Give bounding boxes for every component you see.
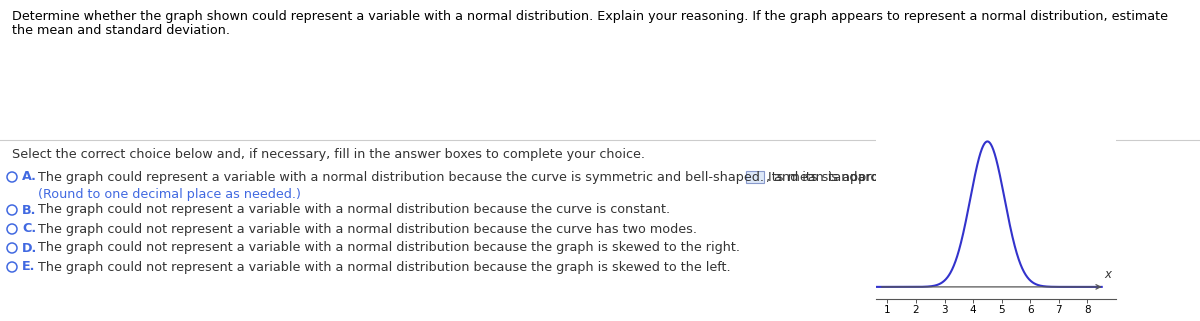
Text: Determine whether the graph shown could represent a variable with a normal distr: Determine whether the graph shown could … bbox=[12, 10, 1168, 23]
Text: The graph could not represent a variable with a normal distribution because the : The graph could not represent a variable… bbox=[38, 222, 697, 236]
Text: The graph could represent a variable with a normal distribution because the curv: The graph could represent a variable wit… bbox=[38, 170, 934, 184]
Text: The graph could not represent a variable with a normal distribution because the : The graph could not represent a variable… bbox=[38, 204, 670, 216]
Text: the mean and standard deviation.: the mean and standard deviation. bbox=[12, 24, 230, 37]
Text: D.: D. bbox=[22, 241, 37, 255]
Text: The graph could not represent a variable with a normal distribution because the : The graph could not represent a variable… bbox=[38, 261, 731, 273]
Text: x: x bbox=[1104, 268, 1111, 281]
Text: C.: C. bbox=[22, 222, 36, 236]
Text: (Round to one decimal place as needed.): (Round to one decimal place as needed.) bbox=[38, 188, 301, 201]
Text: A.: A. bbox=[22, 170, 37, 184]
Text: The graph could not represent a variable with a normal distribution because the : The graph could not represent a variable… bbox=[38, 241, 740, 255]
Text: .: . bbox=[1019, 170, 1022, 184]
Text: B.: B. bbox=[22, 204, 36, 216]
Bar bbox=[1000, 171, 1018, 183]
Text: , and its standard deviation is approximately: , and its standard deviation is approxim… bbox=[766, 170, 1052, 184]
Text: Select the correct choice below and, if necessary, fill in the answer boxes to c: Select the correct choice below and, if … bbox=[12, 148, 646, 161]
Text: E.: E. bbox=[22, 261, 35, 273]
Bar bbox=[745, 171, 763, 183]
